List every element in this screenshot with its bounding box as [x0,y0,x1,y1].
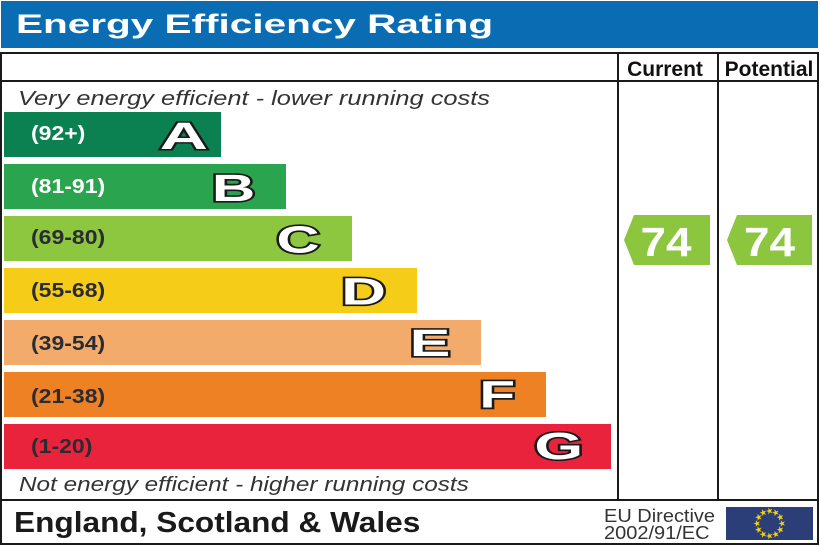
svg-text:G: G [534,425,583,468]
svg-text:D: D [341,270,386,313]
svg-text:74: 74 [640,220,691,265]
svg-text:A: A [160,115,208,158]
svg-text:74: 74 [744,220,795,265]
svg-text:B: B [212,167,255,209]
svg-text:F: F [479,374,515,416]
svg-text:E: E [410,322,451,365]
svg-text:C: C [276,218,319,261]
